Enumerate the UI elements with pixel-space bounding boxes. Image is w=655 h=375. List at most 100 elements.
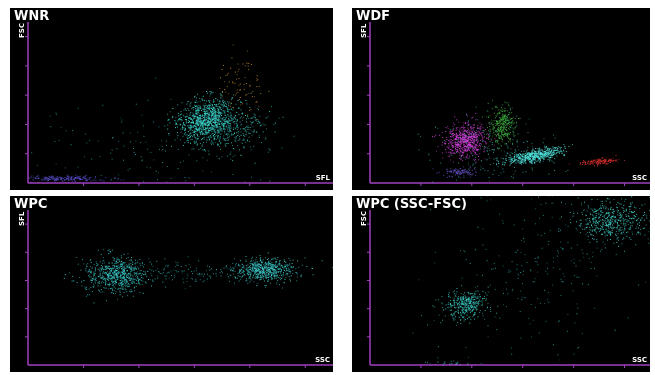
dot (99, 274, 101, 276)
dot (482, 145, 484, 147)
dot (215, 119, 217, 121)
dot (35, 176, 37, 178)
dot (265, 117, 267, 119)
dot (197, 135, 199, 137)
dot (55, 178, 56, 180)
dot (265, 286, 267, 288)
dot (97, 263, 99, 265)
dot (107, 279, 109, 281)
dot (140, 142, 142, 143)
dot (214, 138, 216, 140)
dot (465, 121, 467, 123)
dot (57, 178, 59, 180)
dot (538, 157, 539, 159)
dot (105, 272, 107, 274)
dot (523, 150, 525, 152)
dot (284, 260, 286, 262)
dot (539, 154, 541, 156)
dot (505, 158, 507, 160)
dot (459, 131, 461, 133)
dot (135, 140, 137, 142)
dot (531, 156, 533, 158)
dot (253, 113, 255, 115)
dot (206, 110, 208, 112)
dot (208, 128, 210, 129)
dot (516, 159, 517, 160)
dot (504, 101, 506, 103)
dot (542, 153, 544, 154)
dot (462, 153, 464, 155)
dot (488, 130, 490, 132)
dot (177, 112, 179, 114)
dot (432, 181, 434, 183)
dot (153, 270, 154, 272)
dot (527, 153, 529, 155)
dot (127, 277, 129, 279)
dot (467, 139, 469, 141)
dot (464, 127, 466, 129)
dot (249, 85, 251, 87)
dot (195, 110, 197, 112)
dot (460, 138, 462, 140)
dot (264, 263, 266, 264)
dot (177, 137, 178, 139)
dot (463, 138, 465, 139)
dot (110, 278, 112, 280)
dot (191, 134, 193, 136)
dot (175, 123, 177, 125)
dot (260, 268, 262, 270)
dot (496, 121, 497, 122)
dot (139, 282, 141, 284)
dot (594, 160, 596, 162)
dot (236, 74, 238, 76)
dot (243, 139, 245, 141)
dot (248, 274, 249, 276)
dot (232, 97, 234, 99)
dot (245, 268, 247, 270)
dot (266, 269, 268, 271)
dot (487, 170, 489, 172)
dot (254, 119, 256, 121)
dot (233, 127, 234, 129)
dot (236, 129, 238, 130)
dot (222, 102, 224, 104)
dot (90, 272, 92, 274)
dot (199, 97, 201, 99)
dot (198, 107, 200, 109)
dot (217, 143, 219, 145)
dot (211, 104, 213, 106)
dot (213, 138, 215, 140)
dot (209, 102, 210, 103)
dot (564, 147, 566, 149)
dot (267, 279, 269, 281)
dot (113, 265, 115, 267)
dot (76, 176, 78, 178)
dot (217, 119, 219, 121)
dot (207, 110, 209, 112)
dot (107, 265, 109, 267)
dot (597, 165, 599, 167)
dot (500, 135, 502, 137)
dot (509, 129, 511, 131)
dot (248, 269, 250, 270)
dot (68, 178, 70, 180)
dot (509, 125, 511, 127)
dot (460, 142, 462, 144)
dot (121, 121, 123, 123)
dot (53, 178, 55, 179)
dot (215, 114, 217, 116)
dot (296, 276, 298, 278)
dot (268, 268, 270, 270)
dot (194, 125, 196, 127)
dot (239, 269, 241, 271)
dot (495, 125, 497, 126)
dot (237, 127, 239, 129)
dot (495, 115, 497, 117)
dot (248, 62, 250, 64)
dot (512, 139, 514, 141)
dot (246, 94, 248, 96)
dot (525, 156, 526, 158)
dot (256, 75, 258, 77)
dot (455, 150, 457, 152)
dot (93, 272, 95, 274)
